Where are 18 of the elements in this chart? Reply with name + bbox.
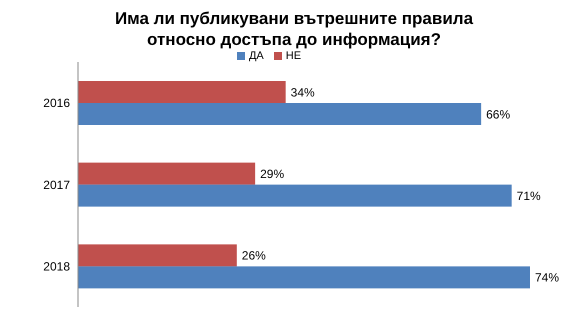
legend-label: НЕ <box>286 50 302 62</box>
bar <box>78 184 512 207</box>
y-tick-label: 2016 <box>43 96 70 110</box>
bar <box>78 81 286 103</box>
legend-label: ДА <box>248 50 264 62</box>
data-label: 34% <box>290 85 316 100</box>
chart-title: Има ли публикувани вътрешните правила относно достъпа до информация? <box>114 8 474 50</box>
bar <box>78 266 530 288</box>
data-label: 74% <box>535 270 560 285</box>
data-label: 71% <box>516 188 542 203</box>
data-label: 26% <box>242 248 266 263</box>
data-label: 66% <box>486 107 510 122</box>
bar <box>78 244 237 266</box>
data-label: 29% <box>260 166 284 181</box>
y-tick-label: 2017 <box>43 178 70 192</box>
y-tick-label: 2018 <box>43 259 70 274</box>
bar <box>78 103 482 125</box>
bar <box>78 162 256 185</box>
